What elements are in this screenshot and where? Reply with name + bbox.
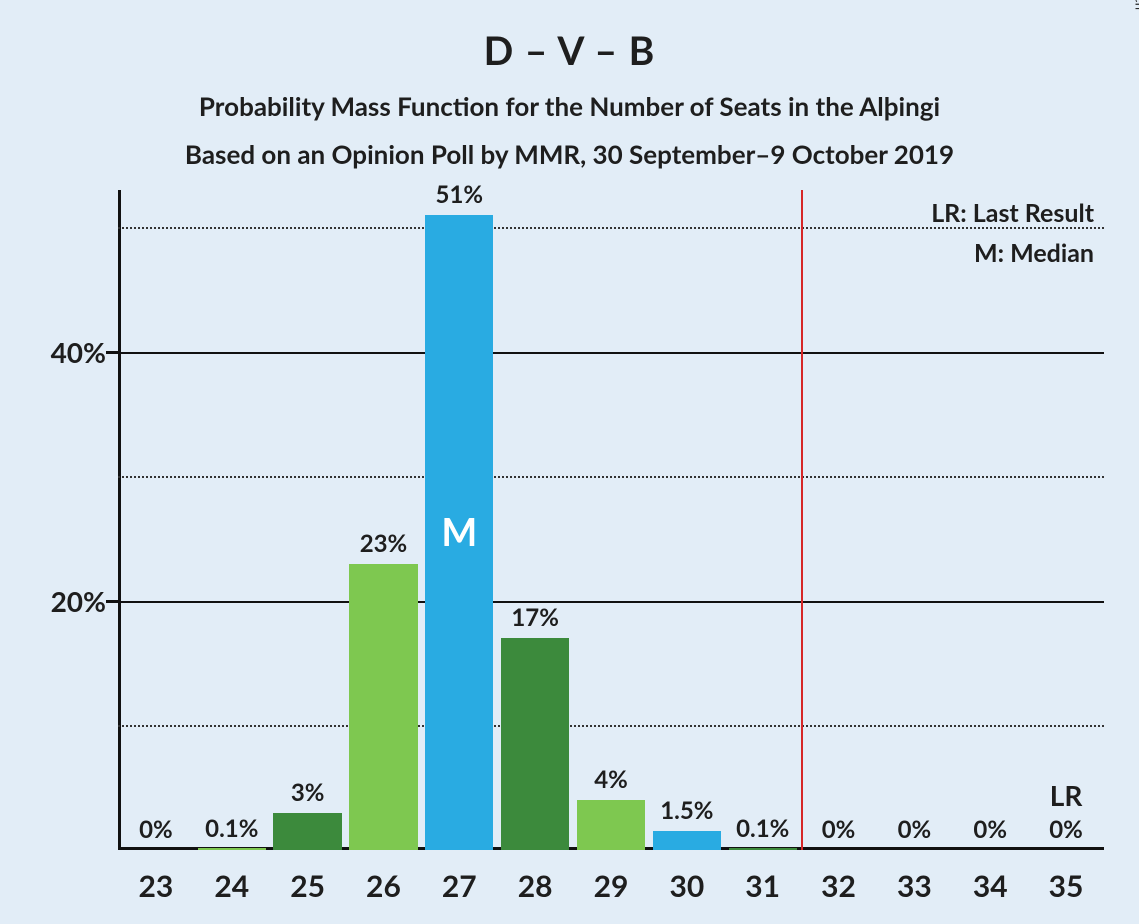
grid-minor — [118, 476, 1104, 478]
plot-area: 20%40%0%230.1%243%2523%2651%2717%284%291… — [118, 190, 1104, 850]
bar-value-label: 3% — [291, 778, 325, 813]
chart-subtitle-2: Based on an Opinion Poll by MMR, 30 Sept… — [0, 138, 1139, 170]
bar-value-label: 0% — [973, 815, 1007, 850]
grid-minor — [118, 725, 1104, 727]
y-tick — [106, 600, 118, 603]
bar-value-label: 1.5% — [660, 796, 713, 831]
y-tick — [106, 351, 118, 354]
x-tick-label: 32 — [821, 868, 856, 904]
chart-subtitle-1: Probability Mass Function for the Number… — [0, 90, 1139, 122]
median-marker: M — [441, 509, 477, 555]
x-tick-label: 23 — [139, 868, 174, 904]
grid-major — [118, 601, 1104, 603]
grid-major — [118, 352, 1104, 354]
bar — [653, 831, 721, 850]
bar — [349, 564, 417, 850]
bar-value-label: 23% — [360, 529, 408, 564]
bar-value-label: 0% — [822, 815, 856, 850]
bar — [501, 638, 569, 850]
bar-value-label: 0% — [1049, 815, 1083, 850]
y-axis — [118, 190, 121, 850]
bar-value-label: 4% — [594, 765, 628, 800]
legend-lr: LR: Last Result — [931, 198, 1094, 228]
y-tick-label: 20% — [51, 584, 106, 618]
x-tick-label: 31 — [745, 868, 780, 904]
x-tick-label: 35 — [1049, 868, 1084, 904]
chart-canvas: © 2020 Filip van Laenen D – V – B Probab… — [0, 0, 1139, 924]
bar — [577, 800, 645, 850]
x-tick-label: 30 — [669, 868, 704, 904]
x-tick-label: 29 — [594, 868, 629, 904]
bar-value-label: 0% — [898, 815, 932, 850]
x-tick-label: 26 — [366, 868, 401, 904]
copyright-text: © 2020 Filip van Laenen — [1133, 0, 1139, 10]
x-tick-label: 24 — [214, 868, 249, 904]
legend-median: M: Median — [974, 238, 1094, 268]
bar-value-label: 17% — [511, 603, 559, 638]
x-tick-label: 33 — [897, 868, 932, 904]
bar-value-label: 51% — [436, 180, 484, 215]
chart-title: D – V – B — [0, 28, 1139, 74]
x-tick-label: 28 — [518, 868, 553, 904]
x-tick-label: 27 — [442, 868, 477, 904]
bar-value-label: 0.1% — [736, 814, 789, 849]
bar — [273, 813, 341, 850]
bar-value-label: 0.1% — [205, 814, 258, 849]
last-result-line — [801, 190, 803, 850]
bar-value-label: 0% — [139, 815, 173, 850]
last-result-label: LR — [1050, 778, 1083, 818]
x-tick-label: 34 — [973, 868, 1008, 904]
x-tick-label: 25 — [290, 868, 325, 904]
y-tick-label: 40% — [51, 335, 106, 369]
